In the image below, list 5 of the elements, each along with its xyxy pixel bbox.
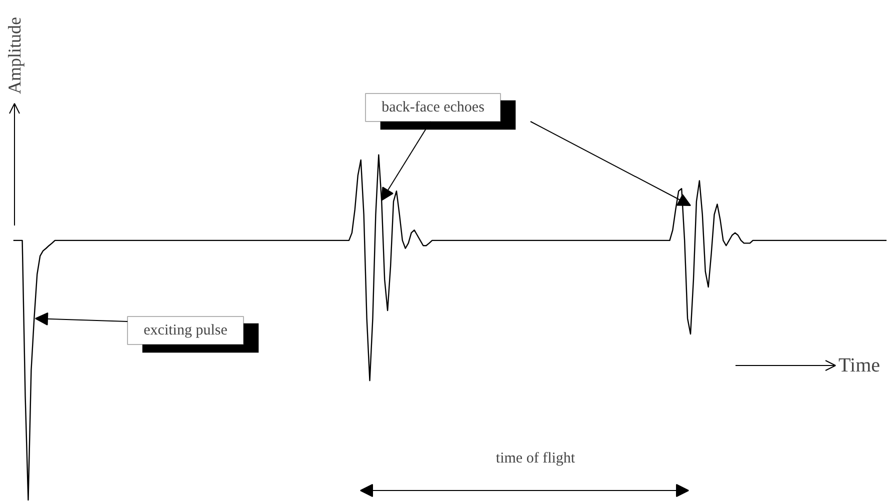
x-axis-title: Time <box>838 354 880 376</box>
annotation: time of flight <box>496 450 576 466</box>
text: back-face echoes <box>382 100 485 116</box>
y-axis-title: Amplitude <box>4 16 24 94</box>
annotation: exciting pulse <box>144 322 228 338</box>
